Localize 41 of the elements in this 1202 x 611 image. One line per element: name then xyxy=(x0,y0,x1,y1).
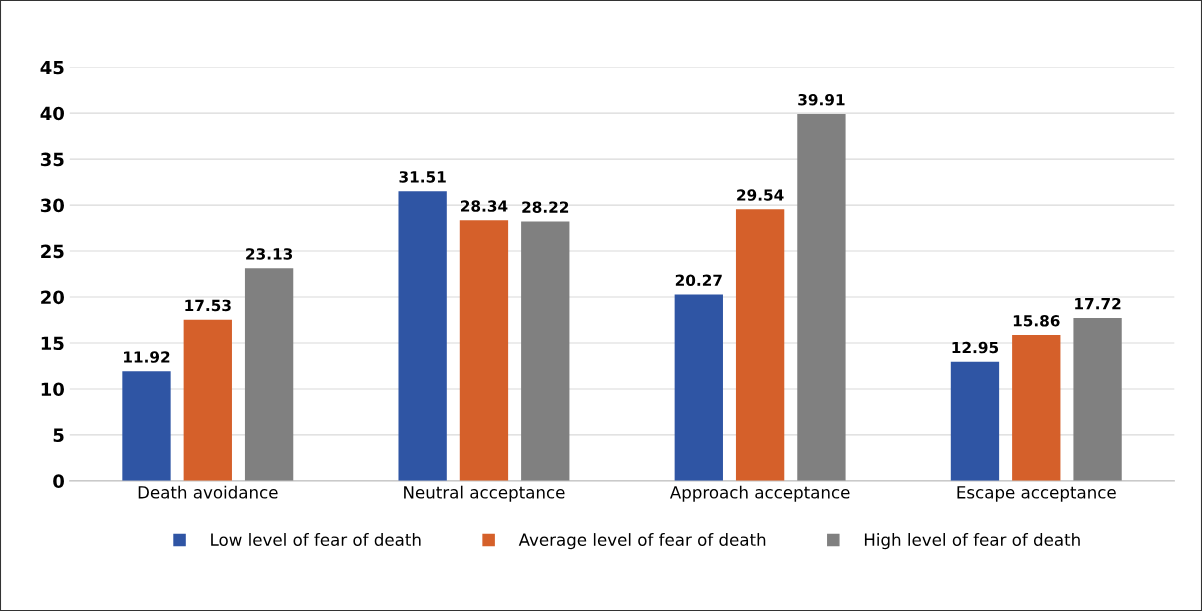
bar xyxy=(398,191,447,481)
bar xyxy=(797,114,846,481)
bar xyxy=(950,361,1000,481)
x-tick-label: Neutral acceptance xyxy=(404,485,565,502)
y-tick-label: 5 xyxy=(53,428,64,443)
bar xyxy=(735,209,785,481)
y-tick-label: 15 xyxy=(41,336,64,351)
y-tick-label: 40 xyxy=(40,106,64,121)
y-tick-label: 10 xyxy=(41,382,64,397)
data-label: 15.86 xyxy=(1013,315,1060,327)
bar xyxy=(1012,335,1061,481)
x-tick-label: Approach acceptance xyxy=(669,485,850,502)
y-tick-label: 35 xyxy=(40,152,64,167)
data-label: 11.92 xyxy=(124,351,170,363)
bar xyxy=(674,294,723,481)
data-label: 29.54 xyxy=(737,189,784,201)
bar xyxy=(459,220,509,481)
legend-label: High level of fear of death xyxy=(864,533,1080,550)
y-tick-label: 30 xyxy=(40,198,64,213)
data-label: 39.91 xyxy=(798,93,845,106)
data-label: 31.51 xyxy=(399,171,446,183)
data-label: 17.53 xyxy=(185,299,231,312)
legend-label: Low level of fear of death xyxy=(211,533,421,546)
x-tick-label: Death avoidance xyxy=(138,485,278,499)
y-tick-label: 20 xyxy=(41,290,64,305)
y-tick-label: 0 xyxy=(53,474,64,488)
data-label: 17.72 xyxy=(1075,297,1121,310)
y-tick-label: 25 xyxy=(41,244,64,259)
legend-label: Average level of fear of death xyxy=(518,533,766,550)
bar xyxy=(521,221,570,481)
data-label: 12.95 xyxy=(952,341,999,354)
data-label: 28.22 xyxy=(522,201,569,213)
y-tick-label: 45 xyxy=(40,60,64,75)
bar xyxy=(122,371,171,481)
data-label: 20.27 xyxy=(675,274,722,287)
bar xyxy=(183,319,232,481)
data-label: 23.13 xyxy=(246,248,293,260)
bar xyxy=(1073,317,1122,481)
x-tick-label: Escape acceptance xyxy=(957,486,1116,502)
data-label: 28.34 xyxy=(461,200,508,212)
bar xyxy=(244,268,294,481)
